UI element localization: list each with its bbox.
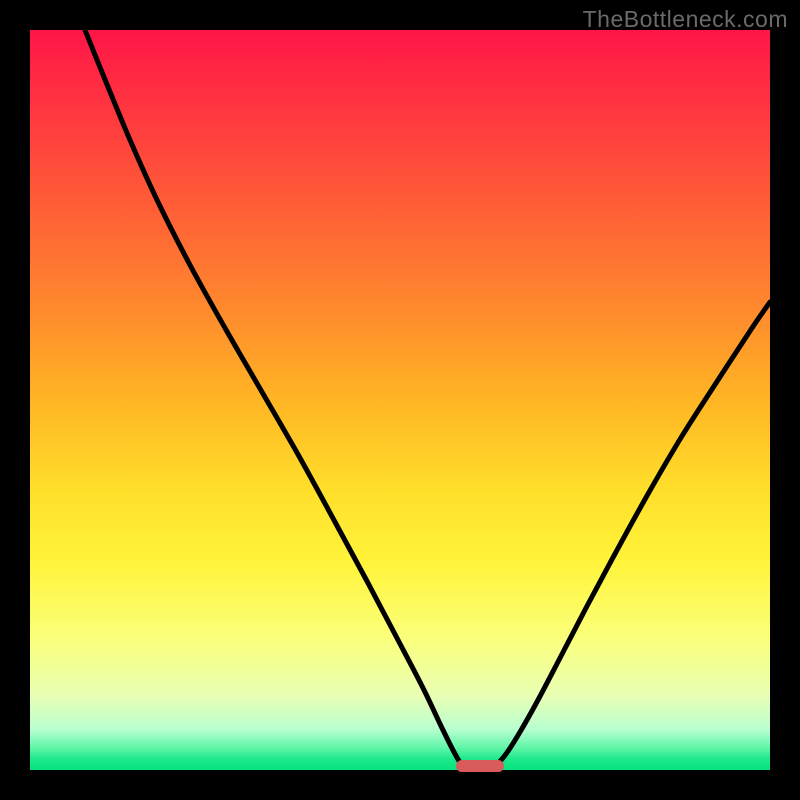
chart-svg (0, 0, 800, 800)
heat-gradient (30, 30, 770, 770)
optimal-marker (456, 760, 504, 772)
chart-stage: TheBottleneck.com (0, 0, 800, 800)
